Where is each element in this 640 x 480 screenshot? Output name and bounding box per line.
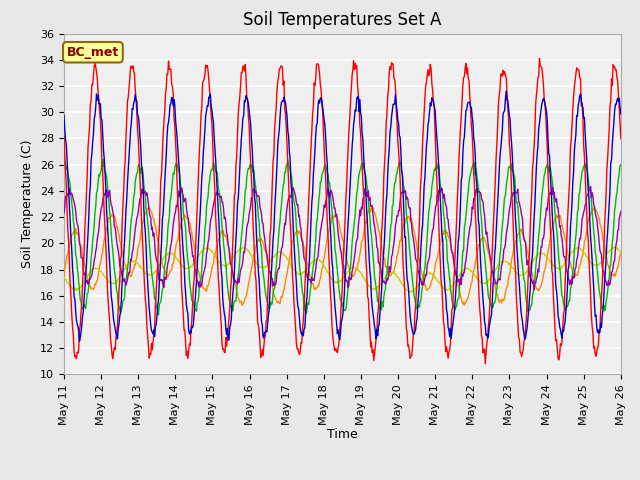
- Y-axis label: Soil Temperature (C): Soil Temperature (C): [22, 140, 35, 268]
- Title: Soil Temperatures Set A: Soil Temperatures Set A: [243, 11, 442, 29]
- Legend: -2cm, -4cm, -8cm, -16cm, -32cm, Theta_Temp: -2cm, -4cm, -8cm, -16cm, -32cm, Theta_Te…: [90, 476, 595, 480]
- Text: BC_met: BC_met: [67, 46, 119, 59]
- X-axis label: Time: Time: [327, 428, 358, 441]
